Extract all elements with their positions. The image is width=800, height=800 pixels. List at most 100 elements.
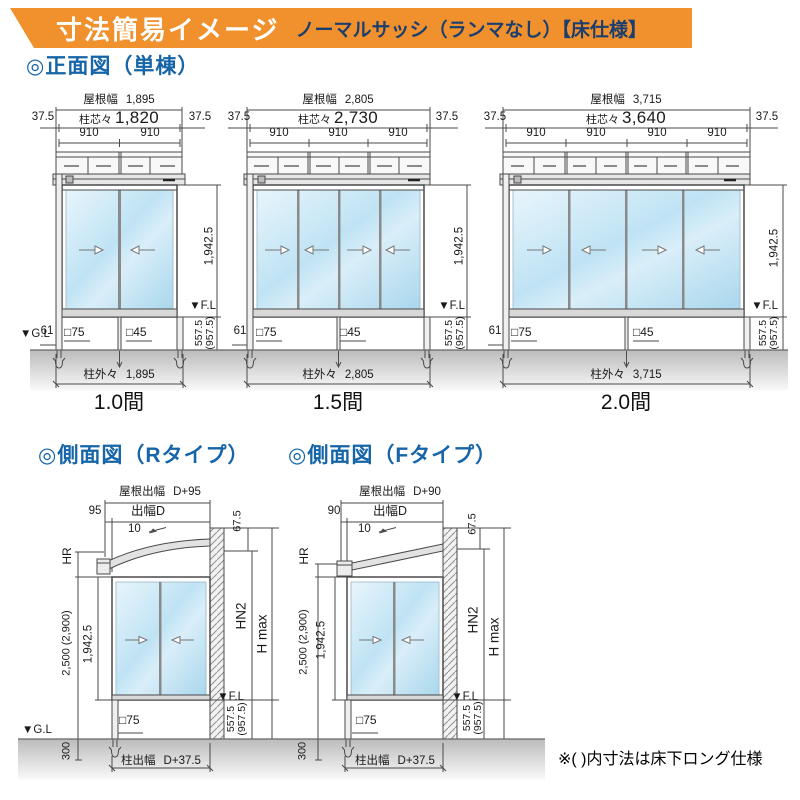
hn2-dim: HN2 <box>465 606 481 634</box>
slope-mark <box>148 527 167 534</box>
window-height-dim: 1,942.5 <box>768 228 781 268</box>
offset-left-dim: 37.5 <box>483 111 507 123</box>
pillar-outer-dim: 柱外々 1,895 <box>83 369 155 381</box>
embed-depth-dim: 300 <box>60 741 73 761</box>
side-view-f-drawing <box>315 500 511 772</box>
hn2-dim: HN2 <box>233 602 249 630</box>
below-fl-alt-dim: (957.5) <box>767 316 780 350</box>
fl-marker: ▼F.L <box>438 300 465 312</box>
post-depth-dim: 柱出幅 D+37.5 <box>355 755 435 767</box>
roof-width-dim: 屋根幅 2,805 <box>302 94 374 106</box>
side-f-section-title: ◎側面図（Fタイプ） <box>288 444 498 467</box>
below-fl-alt-dim: (957.5) <box>235 702 248 736</box>
side-r-section-title: ◎側面図（Rタイプ） <box>38 444 250 467</box>
window-height-dim: 1,942.5 <box>453 226 466 266</box>
roof-width-dim: 屋根幅 3,715 <box>590 94 662 106</box>
roof-height-dim: HR <box>297 547 311 565</box>
mid-post-label: □45 <box>340 325 361 339</box>
gl-offset-dim: 61 <box>233 325 247 337</box>
bay-dim: 910 <box>707 127 727 139</box>
gl-offset-dim: 61 <box>488 325 502 337</box>
hmax-dim: H max <box>254 614 270 654</box>
depth-dim: 出幅D <box>372 504 408 518</box>
slope-dim: 10 <box>358 523 371 535</box>
window-height-dim: 1,942.5 <box>315 620 328 660</box>
offset-right-dim: 37.5 <box>435 111 459 123</box>
bay-dim: 910 <box>586 127 606 139</box>
hmax-dim: H max <box>486 617 502 657</box>
wall-offset-dim: 67.5 <box>231 510 244 532</box>
depth-dim: 出幅D <box>130 504 166 518</box>
window-height-dim: 1,942.5 <box>82 624 95 664</box>
slide-arrows <box>359 635 424 645</box>
size-label: 1.5間 <box>312 391 364 414</box>
front-view-3-drawing <box>485 107 787 388</box>
slope-dim: 10 <box>128 523 141 535</box>
below-fl-dim: 557.5 <box>756 319 769 347</box>
pillar-center-dim: 柱芯々 1,820 <box>78 108 160 127</box>
fl-marker: ▼F.L <box>217 691 244 703</box>
wall-offset-dim: 67.5 <box>466 513 479 535</box>
page-title: 寸法簡易イメージ <box>56 14 280 45</box>
bay-dim: 910 <box>328 127 348 139</box>
size-label: 2.0間 <box>600 391 652 414</box>
embed-depth-dim: 300 <box>296 741 309 761</box>
eave-overhang-dim: 90 <box>327 505 341 517</box>
bay-dim: 910 <box>647 127 667 139</box>
bay-dim: 910 <box>79 127 99 139</box>
slope-mark <box>378 527 397 534</box>
bay-dim: 910 <box>269 127 289 139</box>
slide-arrows <box>125 635 194 645</box>
below-fl-dim: 557.5 <box>460 704 473 732</box>
main-post-label: □75 <box>64 325 85 339</box>
gl-marker: ▼G.L <box>20 328 50 340</box>
header-banner: 寸法簡易イメージ ノーマルサッシ（ランマなし）【床仕様】 <box>10 8 692 48</box>
front-view-2-drawing <box>228 107 471 388</box>
roof-width-dim: 屋根幅 1,895 <box>83 94 155 106</box>
below-fl-alt-dim: (957.5) <box>203 316 216 350</box>
pillar-center-dim: 柱芯々 2,730 <box>297 108 379 127</box>
side-view-r-drawing <box>75 500 279 772</box>
pillar-outer-dim: 柱外々 3,715 <box>590 369 662 381</box>
slide-arrows <box>527 245 720 255</box>
below-fl-dim: 557.5 <box>192 319 205 347</box>
bay-dim: 910 <box>388 127 408 139</box>
pillar-outer-dim: 柱外々 2,805 <box>302 369 374 381</box>
pillar-center-dim: 柱芯々 3,640 <box>585 108 667 127</box>
front-view-1-drawing <box>40 107 221 388</box>
mid-post-label: □45 <box>633 325 654 339</box>
roof-height-dim: HR <box>60 547 74 565</box>
bay-dim: 910 <box>526 127 546 139</box>
slide-arrows <box>265 245 410 255</box>
main-post-label: □75 <box>511 325 532 339</box>
slide-arrows <box>79 245 155 255</box>
offset-left-dim: 37.5 <box>227 111 251 123</box>
post-depth-dim: 柱出幅 D+37.5 <box>121 755 201 767</box>
offset-right-dim: 37.5 <box>188 111 212 123</box>
below-fl-alt-dim: (957.5) <box>453 316 466 350</box>
mid-post-label: □45 <box>126 325 147 339</box>
fl-marker: ▼F.L <box>451 691 478 703</box>
ground-band-side <box>18 739 545 780</box>
main-post-label: □75 <box>356 713 377 727</box>
bay-dim: 910 <box>140 127 160 139</box>
page-subtitle: ノーマルサッシ（ランマなし）【床仕様】 <box>295 19 647 41</box>
fl-marker: ▼F.L <box>751 300 778 312</box>
roof-depth-dim: 屋根出幅 D+95 <box>119 486 201 498</box>
offset-left-dim: 37.5 <box>31 111 55 123</box>
gl-marker: ▼G.L <box>22 724 52 736</box>
total-height-dim: 2,500 (2,900) <box>60 610 73 676</box>
below-fl-alt-dim: (957.5) <box>471 701 484 735</box>
roof-depth-dim: 屋根出幅 D+90 <box>359 486 441 498</box>
footnote: ※( )内寸法は床下ロング仕様 <box>558 751 763 768</box>
main-post-label: □75 <box>119 713 140 727</box>
below-fl-dim: 557.5 <box>224 705 237 733</box>
size-label: 1.0間 <box>93 391 145 414</box>
offset-right-dim: 37.5 <box>755 111 779 123</box>
main-post-label: □75 <box>256 325 277 339</box>
eave-overhang-dim: 95 <box>88 505 102 517</box>
gl-offset-dim: 61 <box>40 325 54 337</box>
window-height-dim: 1,942.5 <box>203 226 216 266</box>
